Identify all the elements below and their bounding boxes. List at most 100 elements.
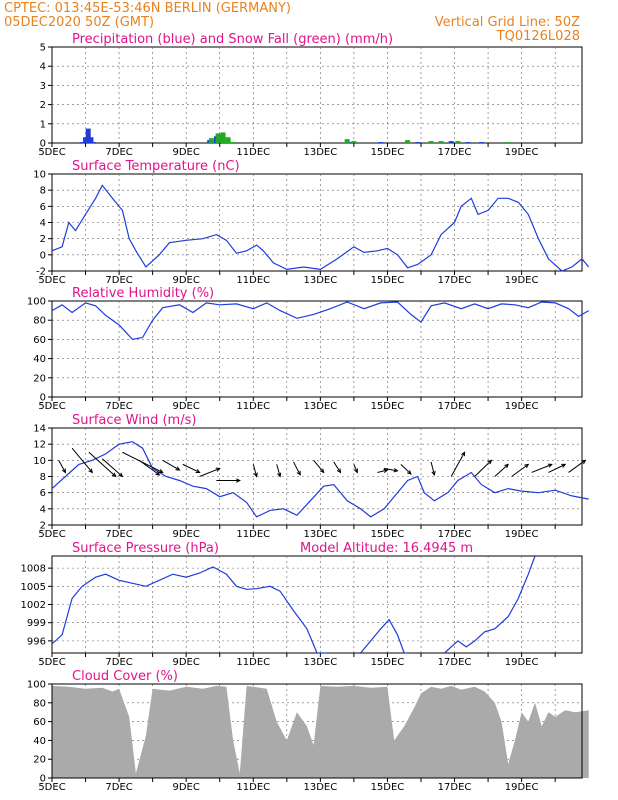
wind-arrow — [548, 463, 566, 473]
y-tick-label: 10 — [33, 170, 46, 181]
wind-arrow-head — [158, 469, 164, 474]
precip-bar — [465, 142, 471, 143]
x-tick-label: 11DEC — [236, 275, 270, 286]
plot-frame — [51, 300, 583, 398]
panel-title: Precipitation (blue) and Snow Fall (gree… — [72, 32, 393, 47]
panel-title: Relative Humidity (%) — [72, 286, 214, 301]
x-tick-label: 9DEC — [172, 529, 199, 540]
series-line — [444, 555, 536, 654]
wind-arrow-head — [155, 471, 161, 476]
header-date: 05DEC2020 50Z (GMT) — [4, 15, 154, 30]
wind-arrow — [568, 459, 586, 473]
wind-arrow — [293, 461, 301, 476]
snow-bar — [230, 142, 236, 143]
wind-arrow-head — [581, 459, 587, 465]
panel-subtitle: Model Altitude: 16.4945 m — [300, 541, 473, 556]
x-tick-label: 5DEC — [38, 657, 65, 668]
x-tick-label: 11DEC — [236, 529, 270, 540]
x-tick-label: 15DEC — [371, 401, 405, 412]
snow-bar — [455, 141, 461, 143]
precip-bar — [415, 142, 421, 143]
y-tick-label: 14 — [33, 424, 46, 435]
wind-arrow-head — [296, 470, 301, 476]
x-tick-label: 17DEC — [438, 401, 472, 412]
x-tick-label: 13DEC — [303, 657, 337, 668]
y-tick-label: 2 — [40, 100, 46, 111]
y-tick-label: 80 — [33, 316, 46, 327]
wind-arrow — [531, 463, 552, 473]
x-tick-label: 5DEC — [38, 147, 65, 158]
wind-arrow-head — [487, 459, 493, 465]
wind-arrow-head — [393, 468, 399, 473]
y-tick-label: 6 — [40, 202, 46, 213]
wind-arrow — [88, 451, 117, 477]
y-tick-label: 4 — [40, 504, 46, 515]
x-tick-label: 5DEC — [38, 401, 65, 412]
x-tick-label: 19DEC — [505, 401, 539, 412]
x-tick-label: 7DEC — [105, 401, 132, 412]
x-tick-label: 7DEC — [105, 782, 132, 793]
precip-bar — [79, 142, 85, 143]
wind-arrow — [430, 461, 435, 476]
plot-frame-overlay — [51, 683, 583, 779]
temperature-panel: -2 0 2 4 6 8 10 5DEC 7DEC 9DEC 11DEC 13DEC 15DEC 17DE… — [33, 159, 590, 286]
y-tick-label: 999 — [27, 618, 46, 629]
x-tick-label: 9DEC — [172, 782, 199, 793]
y-tick-label: 1 — [40, 119, 46, 130]
wind-arrow — [333, 461, 341, 473]
x-tick-label: 13DEC — [303, 275, 337, 286]
x-tick-label: 11DEC — [236, 147, 270, 158]
wind-arrow — [101, 458, 123, 477]
x-tick-label: 15DEC — [371, 147, 405, 158]
x-tick-label: 15DEC — [371, 529, 405, 540]
wind-arrow — [313, 460, 325, 473]
wind-arrow — [182, 463, 200, 473]
x-tick-label: 19DEC — [505, 782, 539, 793]
y-tick-label: 0 — [40, 139, 46, 150]
y-tick-label: 100 — [27, 297, 46, 308]
x-tick-label: 19DEC — [505, 529, 539, 540]
y-tick-label: 12 — [33, 440, 46, 451]
wind-arrow — [511, 463, 529, 477]
series-line — [51, 301, 589, 341]
wind-arrow-head — [524, 463, 530, 469]
wind-arrow-head — [383, 468, 389, 473]
panel-title: Surface Wind (m/s) — [72, 413, 196, 428]
y-tick-label: 1005 — [21, 582, 46, 593]
wind-arrow — [58, 460, 66, 473]
x-tick-label: 13DEC — [303, 782, 337, 793]
snow-bar — [505, 142, 511, 143]
y-tick-label: 5 — [40, 43, 46, 54]
x-tick-label: 17DEC — [438, 529, 472, 540]
wind-arrow-head — [504, 463, 510, 469]
snow-bar — [351, 141, 357, 143]
x-tick-label: 5DEC — [38, 275, 65, 286]
y-tick-label: 40 — [33, 736, 46, 747]
x-tick-label: 11DEC — [236, 782, 270, 793]
precip-bar — [378, 142, 384, 143]
y-tick-label: 0 — [40, 774, 46, 785]
y-tick-label: 3 — [40, 81, 46, 92]
wind-arrow-head — [406, 470, 412, 475]
wind-panel: 2 4 6 8 10 12 14 5DEC 7DEC 9DEC 11DEC 13DEC 15DEC 17D… — [33, 413, 589, 540]
x-tick-label: 17DEC — [438, 147, 472, 158]
wind-arrow-head — [111, 472, 117, 478]
snow-bar — [208, 138, 214, 143]
header-code: TQ0126L028 — [496, 29, 580, 44]
snow-bar — [225, 137, 231, 143]
x-tick-label: 15DEC — [371, 782, 405, 793]
y-tick-label: 100 — [27, 680, 46, 691]
precip-bar — [91, 142, 97, 143]
wind-arrow-head — [353, 468, 358, 474]
precip-bar — [478, 142, 484, 143]
y-tick-label: 1002 — [21, 600, 46, 611]
wind-arrow-head — [277, 472, 282, 478]
wind-arrow — [377, 469, 388, 473]
wind-arrow-head — [88, 468, 94, 474]
x-tick-label: 7DEC — [105, 657, 132, 668]
panel-title: Surface Temperature (nC) — [72, 159, 240, 174]
x-tick-label: 15DEC — [371, 275, 405, 286]
precip-bar — [85, 128, 91, 143]
wind-arrow-head — [547, 463, 553, 468]
